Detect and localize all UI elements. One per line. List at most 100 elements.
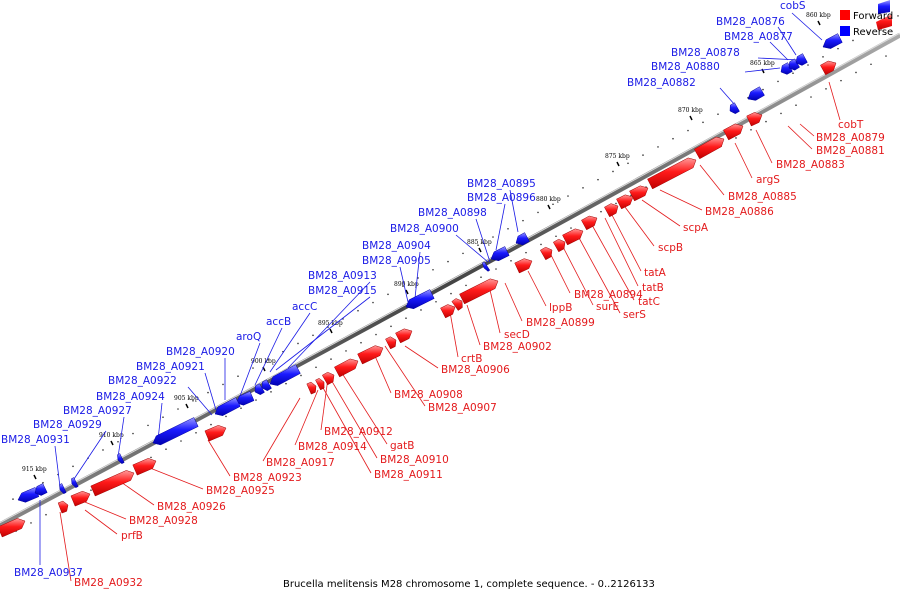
reverse-gene-label[interactable]: BM28_A0904 [362,240,431,252]
minor-tick [372,301,374,304]
reverse-gene-feature [269,364,301,386]
forward-gene-label[interactable]: BM28_A0911 [374,469,443,481]
minor-tick [615,202,617,205]
reverse-gene-label[interactable]: BM28_A0920 [166,346,235,358]
tick-mark [817,20,821,26]
forward-gene-label[interactable]: scpA [683,222,709,234]
forward-gene-label[interactable]: lppB [549,302,572,314]
forward-gene-label[interactable]: serS [623,309,646,321]
forward-gene-feature [562,228,584,246]
minor-tick [552,203,554,206]
reverse-leader-line [71,430,107,483]
forward-gene-label[interactable]: BM28_A0917 [266,457,335,469]
tick-label: 865 kbp [750,60,775,67]
reverse-gene-label[interactable]: BM28_A0898 [418,207,487,219]
forward-gene-label[interactable]: BM28_A0925 [206,485,275,497]
reverse-gene-label[interactable]: BM28_A0878 [671,47,740,59]
reverse-gene-label[interactable]: BM28_A0876 [716,16,785,28]
forward-gene-label[interactable]: argS [756,174,780,186]
minor-tick [480,276,482,278]
reverse-gene-label[interactable]: BM28_A0880 [651,61,720,73]
forward-gene-label[interactable]: BM28_A0914 [298,441,367,453]
reverse-gene-label[interactable]: BM28_A0915 [308,285,377,297]
chromosome-backbone [0,32,900,528]
reverse-gene-feature [515,232,530,246]
legend-reverse-swatch [840,26,850,36]
minor-tick [177,408,179,410]
forward-gene-label[interactable]: surE [596,301,619,313]
forward-gene-feature [334,358,359,378]
forward-gene-label[interactable]: BM28_A0881 [816,145,885,157]
reverse-gene-label[interactable]: BM28_A0924 [96,391,165,403]
minor-tick [555,235,557,238]
reverse-gene-label[interactable]: accB [266,316,291,328]
forward-gene-label[interactable]: BM28_A0899 [526,317,595,329]
reverse-gene-label[interactable]: BM28_A0937 [14,567,83,579]
forward-gene-label[interactable]: tatC [638,296,660,308]
forward-leader-line [734,142,753,179]
forward-gene-label[interactable]: BM28_A0907 [428,402,497,414]
forward-gene-label[interactable]: crtB [461,353,482,365]
forward-gene-feature [723,123,744,141]
forward-gene-label[interactable]: BM28_A0906 [441,364,510,376]
forward-gene-label[interactable]: cobT [838,119,864,131]
reverse-gene-label[interactable]: BM28_A0896 [467,192,536,204]
reverse-gene-label[interactable]: BM28_A0922 [108,375,177,387]
forward-leader-line [84,509,118,535]
forward-gene-label[interactable]: BM28_A0923 [233,472,302,484]
forward-gene-label[interactable]: BM28_A0912 [324,426,393,438]
forward-leader-line [59,511,72,582]
minor-tick [600,210,602,213]
reverse-gene-label[interactable]: BM28_A0895 [467,178,536,190]
tick-label: 900 kbp [251,358,276,365]
minor-tick [510,260,512,262]
forward-leader-line [604,217,639,287]
forward-gene-label[interactable]: BM28_A0908 [394,389,463,401]
forward-gene-label[interactable]: BM28_A0879 [816,132,885,144]
reverse-gene-label[interactable]: aroQ [236,331,261,343]
reverse-gene-feature [729,102,740,114]
reverse-gene-label[interactable]: BM28_A0921 [136,361,205,373]
forward-gene-label[interactable]: scpB [658,242,683,254]
forward-gene-label[interactable]: BM28_A0928 [129,515,198,527]
reverse-gene-label[interactable]: BM28_A0913 [308,270,377,282]
forward-gene-feature [552,238,566,253]
forward-gene-label[interactable]: BM28_A0926 [157,501,226,513]
reverse-gene-feature [117,453,125,465]
minor-tick [897,15,899,17]
forward-gene-label[interactable]: BM28_A0894 [574,289,643,301]
forward-gene-label[interactable]: BM28_A0910 [380,454,449,466]
minor-tick [30,522,32,524]
minor-tick [537,211,539,214]
forward-gene-label[interactable]: BM28_A0886 [705,206,774,218]
reverse-gene-label[interactable]: BM28_A0929 [33,419,102,431]
minor-tick [762,88,764,91]
forward-leader-line [504,282,523,322]
minor-tick [780,112,782,115]
forward-leader-line [466,304,481,346]
minor-tick [435,300,437,303]
forward-gene-label[interactable]: gatB [390,440,414,452]
forward-gene-label[interactable]: secD [504,329,530,341]
forward-gene-label[interactable]: prfB [121,530,143,542]
forward-gene-label[interactable]: BM28_A0883 [776,159,845,171]
forward-gene-label[interactable]: BM28_A0902 [483,341,552,353]
reverse-gene-label[interactable]: BM28_A0900 [390,223,459,235]
minor-tick [222,383,224,386]
forward-gene-label[interactable]: BM28_A0932 [74,577,143,589]
reverse-gene-label[interactable]: BM28_A0882 [627,77,696,89]
reverse-leader-line [791,12,823,41]
reverse-gene-label[interactable]: BM28_A0905 [362,255,431,267]
forward-leader-line [755,129,773,164]
minor-tick [462,252,464,255]
forward-gene-label[interactable]: tatA [644,267,667,279]
tick-label: 870 kbp [678,107,703,114]
reverse-gene-label[interactable]: cobS [780,0,806,12]
forward-gene-feature [604,203,619,218]
reverse-gene-label[interactable]: BM28_A0877 [724,31,793,43]
reverse-gene-label[interactable]: BM28_A0927 [63,405,132,417]
forward-gene-label[interactable]: BM28_A0885 [728,191,797,203]
reverse-gene-label[interactable]: accC [292,301,317,313]
forward-gene-label[interactable]: tatB [642,282,664,294]
reverse-gene-label[interactable]: BM28_A0931 [1,434,70,446]
